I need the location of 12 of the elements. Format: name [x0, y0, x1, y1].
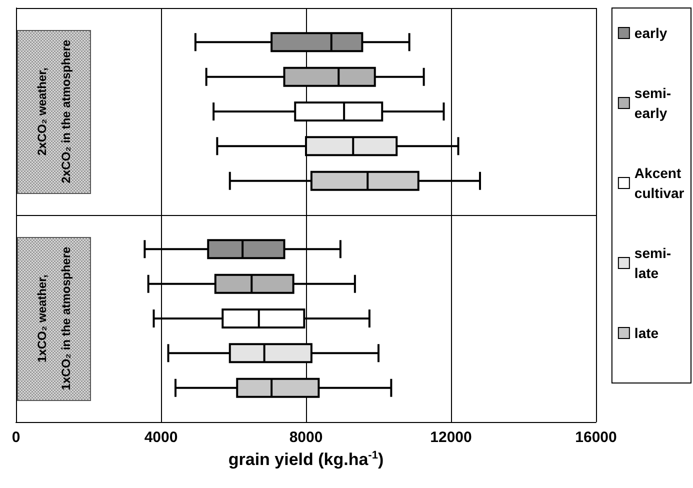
legend-label: Akcent cultivar	[634, 165, 686, 201]
x-tick-label: 16000	[575, 429, 617, 446]
legend-label: early	[634, 25, 668, 41]
x-tick-label: 8000	[289, 429, 323, 446]
x-tick-label: 4000	[144, 429, 178, 446]
x-tick-label: 12000	[430, 429, 472, 446]
y-tick-label: 1xCO₂ weather, 1xCO₂ in the atmosphere	[35, 246, 73, 390]
legend-label: late	[634, 325, 659, 341]
x-tick-label: 0	[12, 429, 20, 446]
y-tick-label: 2xCO₂ weather, 2xCO₂ in the atmosphere	[35, 39, 73, 184]
legend-label: semi-late	[634, 245, 672, 281]
legend-label: semi-early	[634, 85, 672, 121]
